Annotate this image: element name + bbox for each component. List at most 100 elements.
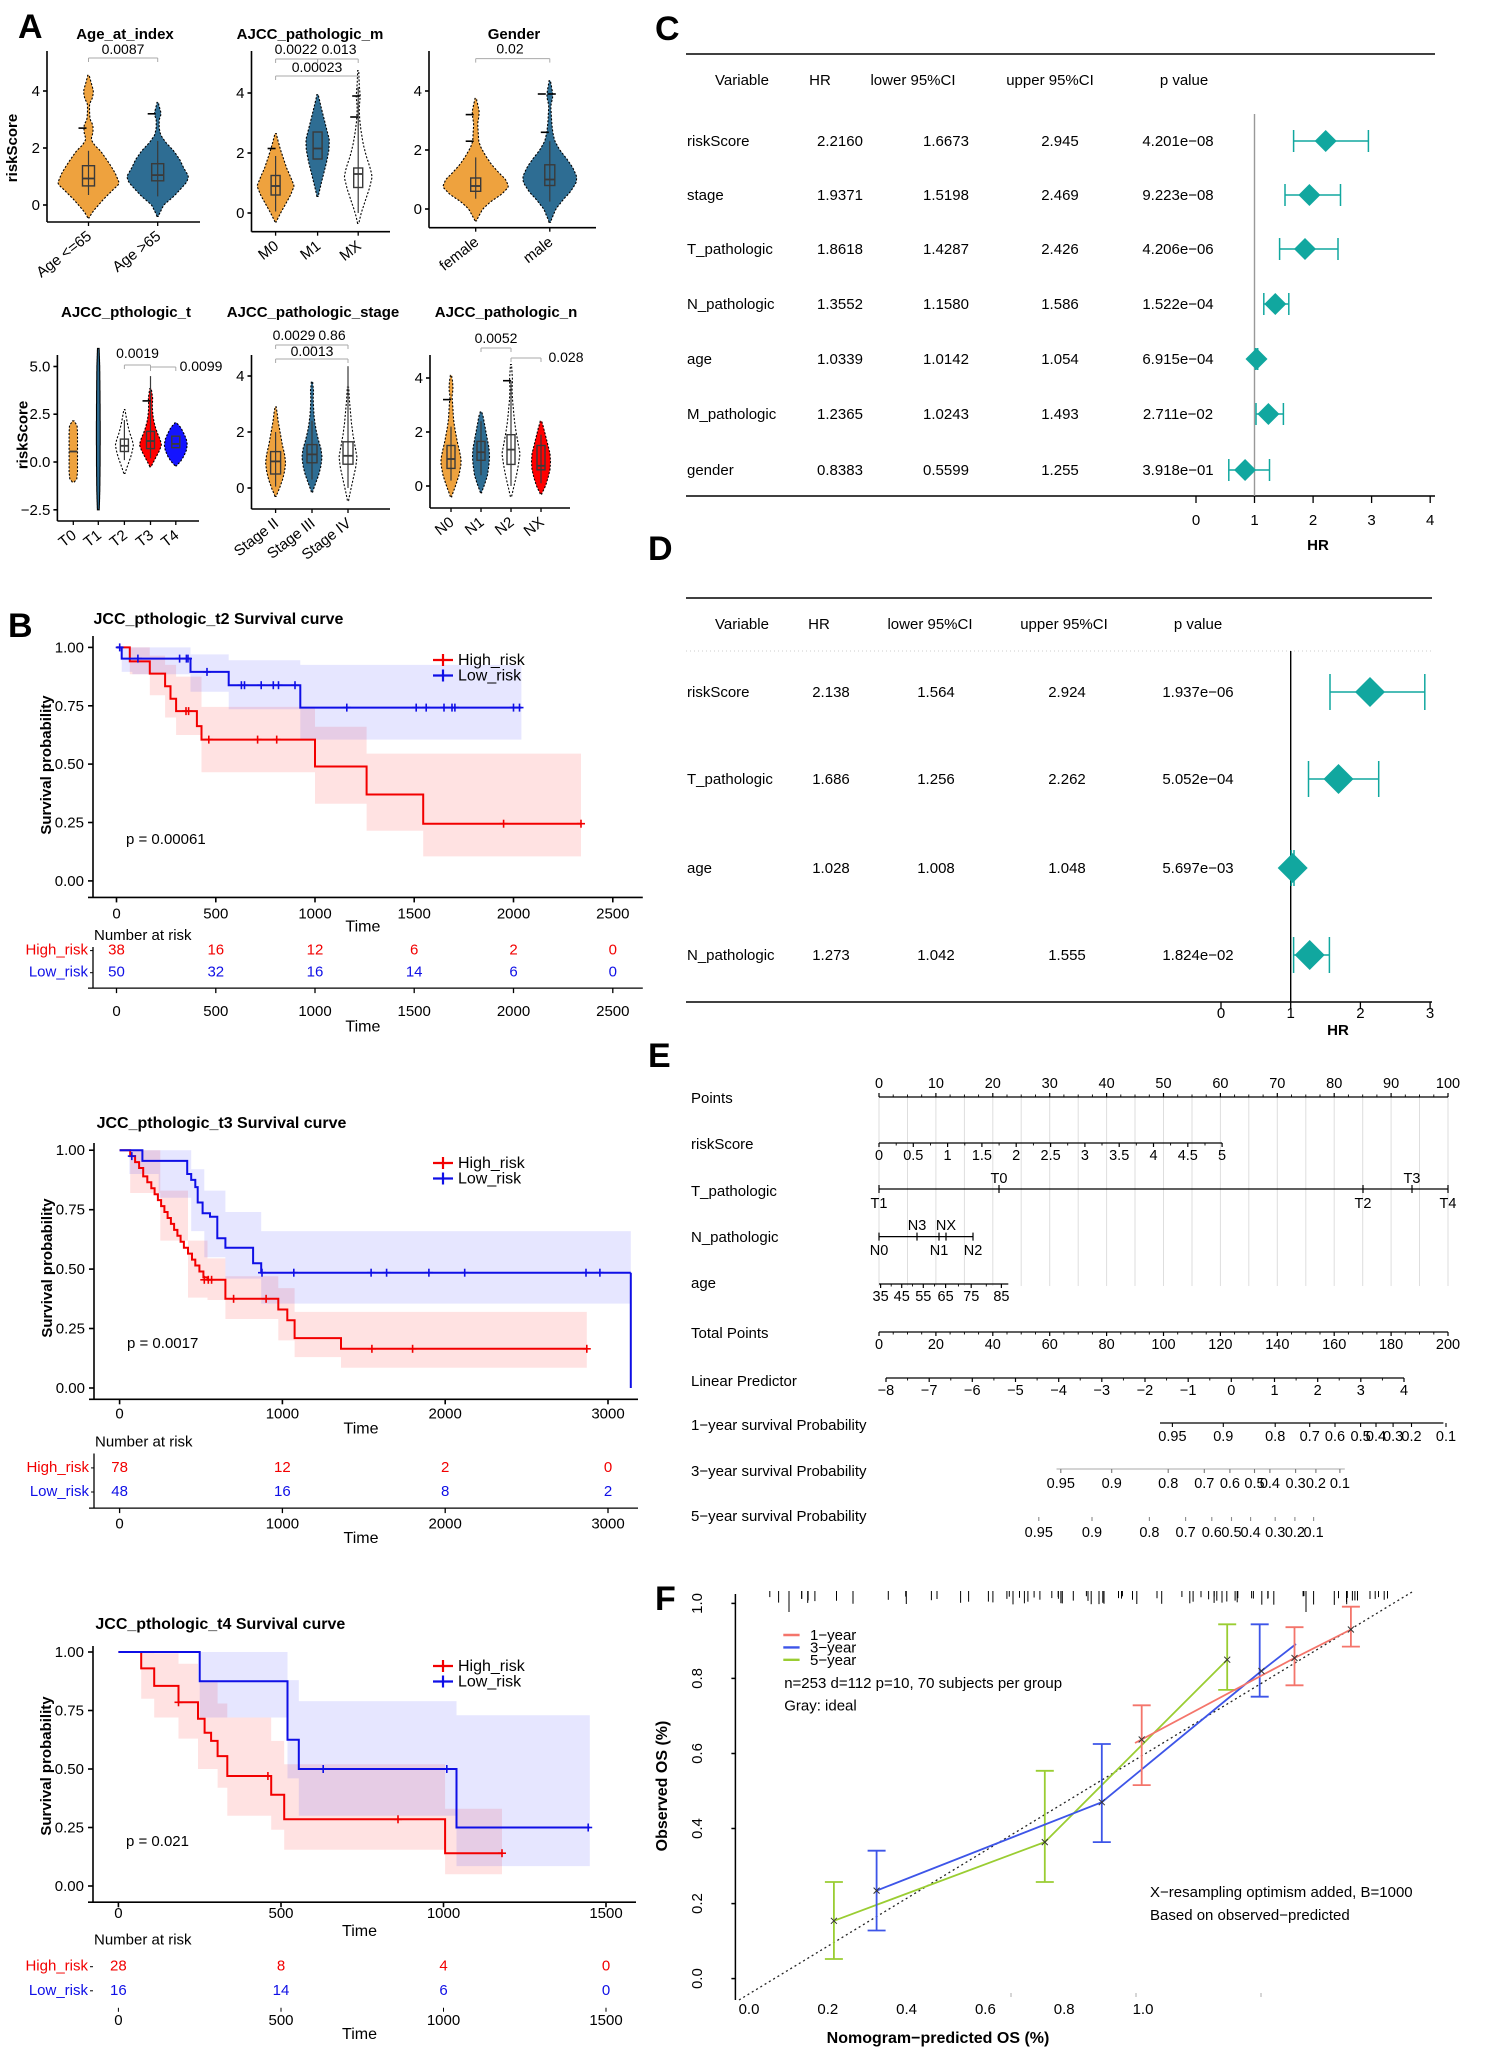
svg-text:1.937e−06: 1.937e−06	[1162, 684, 1233, 701]
svg-text:4: 4	[1426, 512, 1434, 529]
svg-text:Time: Time	[345, 1019, 380, 1036]
svg-text:riskScore: riskScore	[687, 133, 750, 150]
svg-text:0.7: 0.7	[1176, 1525, 1196, 1541]
svg-text:0.4: 0.4	[896, 2001, 917, 2018]
svg-text:Survival probability: Survival probability	[38, 695, 55, 835]
svg-text:0.8: 0.8	[1054, 2001, 1075, 2018]
svg-text:4: 4	[439, 1958, 447, 1975]
svg-text:2: 2	[414, 142, 422, 159]
svg-text:Low_risk: Low_risk	[458, 1674, 522, 1691]
svg-text:High_risk: High_risk	[26, 1459, 89, 1476]
svg-text:12: 12	[274, 1459, 291, 1476]
svg-text:75: 75	[963, 1289, 979, 1305]
svg-text:1.00: 1.00	[55, 639, 84, 656]
svg-text:100: 100	[1436, 1076, 1460, 1092]
svg-text:Low_risk: Low_risk	[30, 1483, 90, 1500]
svg-text:AJCC_pthologic_t: AJCC_pthologic_t	[61, 304, 191, 321]
svg-text:3.5: 3.5	[1109, 1148, 1129, 1164]
svg-text:lower 95%CI: lower 95%CI	[887, 616, 972, 633]
svg-text:1.9371: 1.9371	[817, 187, 863, 204]
svg-text:2.945: 2.945	[1041, 133, 1079, 150]
svg-text:0.02: 0.02	[496, 41, 523, 57]
svg-text:Low_risk: Low_risk	[458, 1171, 522, 1188]
svg-text:−5: −5	[1007, 1383, 1024, 1399]
svg-text:1.522e−04: 1.522e−04	[1142, 296, 1213, 313]
svg-text:B: B	[8, 607, 33, 645]
svg-text:age: age	[687, 351, 712, 368]
svg-text:2: 2	[1309, 512, 1317, 529]
svg-text:1.6673: 1.6673	[923, 133, 969, 150]
svg-text:0: 0	[236, 480, 244, 497]
svg-text:1.564: 1.564	[917, 684, 955, 701]
svg-text:2.262: 2.262	[1048, 771, 1086, 788]
svg-text:2500: 2500	[596, 1003, 629, 1020]
svg-text:1.008: 1.008	[917, 860, 955, 877]
svg-text:30: 30	[1042, 1076, 1058, 1092]
svg-text:0.0: 0.0	[739, 2001, 760, 2018]
svg-text:1000: 1000	[427, 1905, 460, 1922]
svg-text:1500: 1500	[398, 1003, 431, 1020]
svg-text:Low_risk: Low_risk	[29, 964, 89, 981]
svg-text:0.00: 0.00	[55, 1878, 84, 1895]
svg-text:0.2: 0.2	[689, 1893, 706, 1914]
svg-text:80: 80	[1099, 1337, 1115, 1353]
svg-text:1.00: 1.00	[55, 1644, 84, 1661]
svg-text:0.0087: 0.0087	[102, 41, 145, 57]
svg-text:1.586: 1.586	[1041, 296, 1079, 313]
svg-text:2.426: 2.426	[1041, 241, 1079, 258]
svg-text:0.4: 0.4	[1260, 1476, 1280, 1492]
svg-text:1.255: 1.255	[1041, 462, 1079, 479]
svg-text:1: 1	[1270, 1383, 1278, 1399]
svg-text:0.0: 0.0	[30, 454, 51, 471]
svg-text:60: 60	[1212, 1076, 1228, 1092]
svg-text:p = 0.00061: p = 0.00061	[126, 831, 206, 848]
svg-text:2.5: 2.5	[30, 406, 51, 423]
svg-text:Number at risk: Number at risk	[94, 1932, 192, 1949]
svg-text:100: 100	[1151, 1337, 1175, 1353]
svg-text:5−year: 5−year	[810, 1652, 856, 1669]
svg-text:0.6: 0.6	[1202, 1525, 1222, 1541]
svg-text:riskScore: riskScore	[691, 1136, 754, 1153]
svg-text:AJCC_pathologic_m: AJCC_pathologic_m	[237, 26, 384, 43]
svg-text:Observed OS (%): Observed OS (%)	[654, 1721, 671, 1852]
svg-text:0.8: 0.8	[1265, 1429, 1285, 1445]
svg-text:0.6: 0.6	[1325, 1429, 1345, 1445]
svg-text:0: 0	[112, 1003, 120, 1020]
svg-text:0.75: 0.75	[55, 1703, 84, 1720]
svg-text:High_risk: High_risk	[458, 1658, 526, 1675]
svg-text:10: 10	[928, 1076, 944, 1092]
svg-text:M_pathologic: M_pathologic	[687, 406, 777, 423]
svg-text:1000: 1000	[266, 1405, 299, 1422]
svg-text:0: 0	[1217, 1005, 1225, 1022]
svg-text:0.25: 0.25	[55, 1820, 84, 1837]
svg-text:A: A	[18, 8, 43, 46]
svg-text:1.2365: 1.2365	[817, 406, 863, 423]
svg-text:140: 140	[1265, 1337, 1289, 1353]
svg-text:16: 16	[274, 1483, 291, 1500]
svg-text:N3: N3	[908, 1218, 927, 1234]
svg-text:0.3: 0.3	[1286, 1476, 1306, 1492]
svg-text:HR: HR	[809, 72, 831, 89]
svg-text:p = 0.0017: p = 0.0017	[127, 1335, 198, 1352]
svg-text:1500: 1500	[589, 1905, 622, 1922]
svg-text:N1: N1	[930, 1243, 949, 1259]
svg-text:0: 0	[114, 1905, 122, 1922]
svg-text:riskScore: riskScore	[687, 684, 750, 701]
svg-text:1500: 1500	[398, 905, 431, 922]
svg-text:T_pathologic: T_pathologic	[691, 1183, 777, 1200]
svg-text:0.4: 0.4	[1366, 1429, 1386, 1445]
svg-text:0.6: 0.6	[689, 1743, 706, 1764]
svg-text:20: 20	[928, 1337, 944, 1353]
svg-text:4: 4	[236, 368, 244, 385]
svg-text:80: 80	[1326, 1076, 1342, 1092]
svg-text:1000: 1000	[266, 1515, 299, 1532]
svg-text:riskScore: riskScore	[14, 401, 31, 469]
svg-text:Number at risk: Number at risk	[94, 927, 192, 944]
svg-text:2000: 2000	[429, 1515, 462, 1532]
svg-text:0: 0	[115, 1405, 123, 1422]
svg-text:C: C	[655, 10, 680, 48]
svg-text:0: 0	[609, 942, 617, 959]
svg-text:T_pathologic: T_pathologic	[687, 771, 773, 788]
svg-text:Time: Time	[342, 1923, 377, 1940]
svg-text:0.25: 0.25	[55, 815, 84, 832]
